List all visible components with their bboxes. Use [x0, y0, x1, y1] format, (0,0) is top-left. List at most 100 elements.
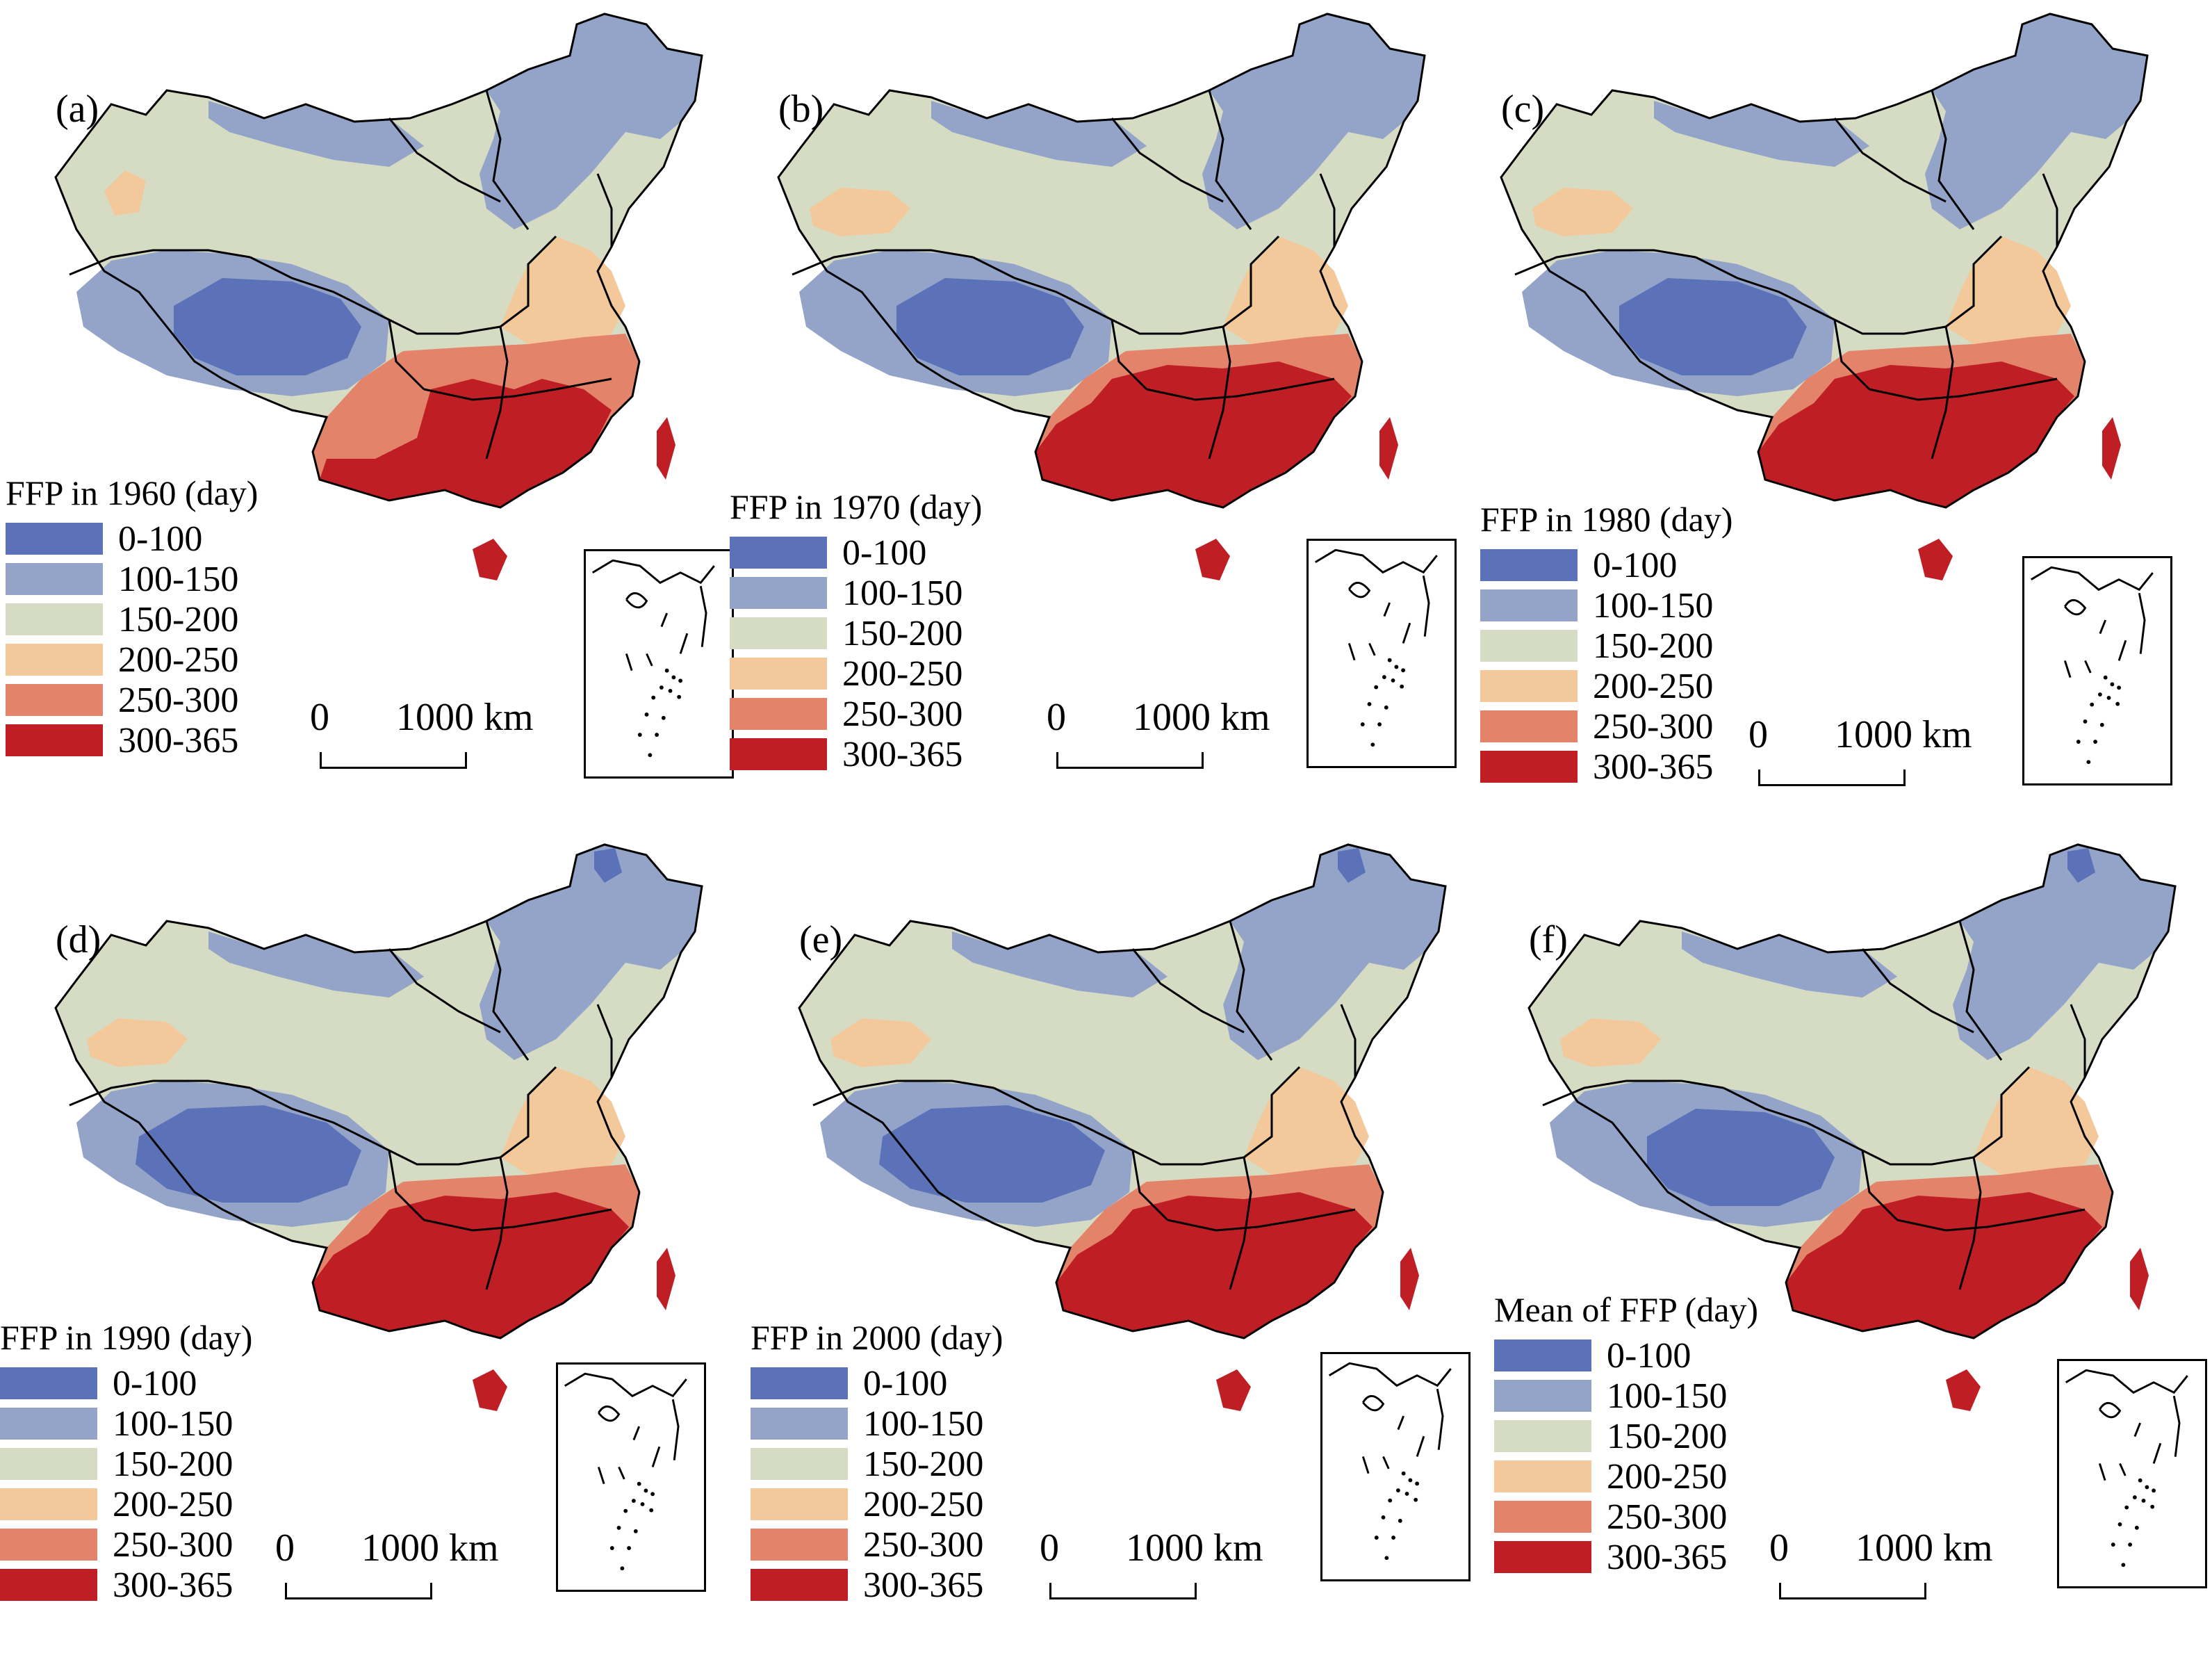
legend-label: 0-100 [863, 1363, 948, 1403]
region-boundary [249, 256, 362, 307]
region-boundary [1723, 1086, 1835, 1138]
china-ffp-map [54, 13, 703, 580]
region-boundary [1542, 1080, 1724, 1107]
legend: FFP in 2000 (day) 0-100 100-150 150-200 200-… [751, 1317, 1003, 1605]
legend-item: 300-365 [0, 1565, 252, 1605]
legend-item: 200-250 [0, 1484, 252, 1524]
ffp-zone [1786, 1192, 2102, 1338]
legend-label: 200-250 [118, 640, 239, 680]
region-boundary [500, 235, 557, 328]
ffp-zone [1918, 539, 1953, 580]
legend-item: 0-100 [730, 532, 982, 573]
legend-item: 150-200 [6, 599, 258, 640]
region-boundary [423, 377, 612, 401]
legend-swatch [6, 684, 103, 716]
legend-swatch [751, 1488, 848, 1520]
legend-item: 200-250 [730, 653, 982, 694]
legend-swatch [6, 523, 103, 555]
legend-item: 0-100 [751, 1363, 1003, 1403]
scale-line [285, 1583, 432, 1599]
south-china-sea-inset [1306, 539, 1457, 768]
ffp-zone [1400, 1248, 1419, 1310]
scale-distance-label: 1000 km [361, 1526, 499, 1570]
legend-swatch [730, 698, 827, 730]
region-boundary [596, 173, 613, 247]
ffp-zone [1216, 1369, 1251, 1411]
legend-swatch [0, 1529, 97, 1561]
region-boundary [1958, 920, 2003, 1061]
region-boundary [423, 1208, 612, 1232]
legend-swatch [6, 724, 103, 756]
scale-line [1779, 1583, 1926, 1599]
legend-label: 200-250 [113, 1484, 234, 1524]
legend-item: 300-365 [1480, 747, 1732, 787]
legend-label: 150-200 [863, 1444, 984, 1484]
panel-label: (f) [1529, 918, 1568, 961]
south-china-sea-inset [584, 549, 734, 779]
region-boundary [1167, 1208, 1356, 1232]
ffp-zone [208, 931, 424, 997]
scale-distance-label: 1000 km [1133, 696, 1270, 739]
region-boundary [993, 1086, 1106, 1138]
china-ffp-map [798, 843, 1447, 1411]
legend-item: 150-200 [751, 1444, 1003, 1484]
ffp-zone [473, 1369, 507, 1411]
country-outline [777, 13, 1426, 509]
country-outline [54, 13, 703, 509]
map-panel: (b) FFP in 1970 (day) 0-100 100-150 150-200 2… [723, 0, 1457, 820]
map-panel: (e) FFP in 2000 (day) 0-100 100-150 150-200 2… [744, 831, 1470, 1651]
ffp-zone [1244, 1067, 1369, 1178]
legend-item: 0-100 [1494, 1335, 1758, 1376]
legend-swatch [0, 1569, 97, 1601]
ffp-zone [1195, 539, 1230, 580]
scale-zero-label: 0 [1748, 713, 1768, 756]
scale-distance-label: 1000 km [396, 696, 534, 739]
ffp-zone [1035, 361, 1352, 507]
ffp-zone [87, 1018, 188, 1067]
legend-item: 100-150 [751, 1403, 1003, 1444]
ffp-zone [1338, 848, 1366, 883]
legend-item: 0-100 [0, 1363, 252, 1403]
legend-label: 100-150 [113, 1403, 234, 1444]
region-boundary [388, 319, 425, 391]
china-ffp-map [1527, 843, 2177, 1411]
scale-line [1758, 770, 1906, 786]
china-ffp-map [54, 843, 703, 1411]
legend-swatch [751, 1367, 848, 1399]
scale-zero-label: 0 [275, 1526, 295, 1570]
scale-zero-label: 0 [1047, 696, 1066, 739]
legend-item: 200-250 [751, 1484, 1003, 1524]
region-boundary [1340, 1004, 1357, 1077]
legend-label: 300-365 [1607, 1537, 1728, 1577]
legend-swatch [730, 537, 827, 569]
legend-item: 100-150 [6, 559, 258, 599]
region-boundary [1869, 377, 2058, 401]
china-ffp-map [777, 13, 1426, 580]
region-boundary [500, 1066, 557, 1159]
legend-title: FFP in 1980 (day) [1480, 500, 1733, 539]
ffp-zone [2102, 417, 2121, 480]
scale-bar: 0 1000 km [306, 695, 534, 772]
legend-title: FFP in 1960 (day) [6, 473, 259, 512]
legend-label: 250-300 [1593, 706, 1714, 747]
region-boundary [1131, 948, 1245, 1034]
region-boundary [1861, 948, 1974, 1034]
panel-label: (c) [1501, 88, 1545, 131]
ffp-zone [657, 417, 675, 480]
legend-item: 200-250 [1480, 666, 1732, 706]
region-boundary [1208, 326, 1231, 459]
ffp-zone [1654, 101, 1869, 167]
legend-title: FFP in 1970 (day) [730, 487, 983, 526]
legend-item: 300-365 [6, 720, 258, 760]
country-outline [54, 843, 703, 1340]
region-boundary [485, 326, 509, 459]
scale-zero-label: 0 [1769, 1526, 1789, 1570]
legend-swatch [751, 1408, 848, 1440]
legend-swatch [1494, 1460, 1591, 1492]
scale-distance-label: 1000 km [1855, 1526, 1993, 1570]
ffp-zone [830, 1018, 931, 1067]
legend-label: 150-200 [1607, 1416, 1728, 1456]
legend-item: 250-300 [6, 680, 258, 720]
map-panel: (f) Mean of FFP (day) 0-100 100-150 150-200 2… [1473, 831, 2207, 1651]
south-china-sea-inset [556, 1362, 706, 1592]
